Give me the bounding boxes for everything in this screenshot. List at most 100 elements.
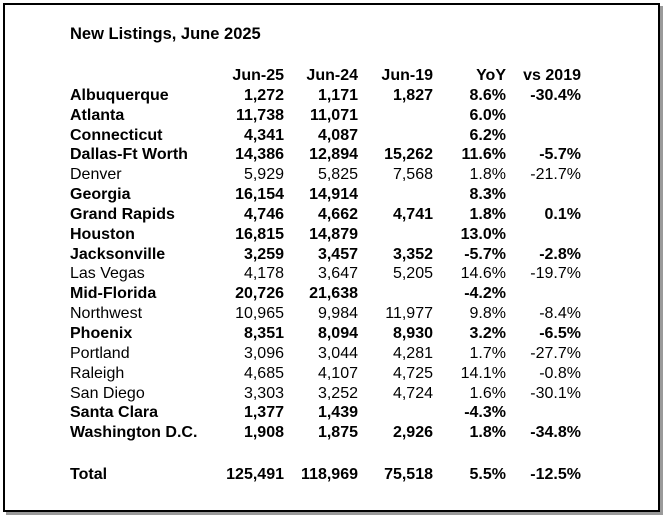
table-row: Raleigh 4,685 4,107 4,725 14.1% -0.8% xyxy=(64,364,581,384)
cell-jun19: 15,262 xyxy=(384,146,433,164)
cell-name: Georgia xyxy=(70,186,131,204)
table-row: Mid-Florida 20,726 21,638 -4.2% xyxy=(64,284,581,304)
cell-jun24: 12,894 xyxy=(309,146,358,164)
cell-name: Albuquerque xyxy=(70,86,169,104)
header-name xyxy=(64,66,212,86)
cell-jun19 xyxy=(358,284,433,304)
cell-vs2019: -6.5% xyxy=(539,324,581,342)
cell-jun19: 5,205 xyxy=(392,265,433,283)
cell-name: Connecticut xyxy=(70,126,163,144)
cell-jun24: 3,647 xyxy=(317,265,358,283)
table-row: Phoenix 8,351 8,094 8,930 3.2% -6.5% xyxy=(64,324,581,344)
cell-yoy: 6.2% xyxy=(469,126,506,144)
cell-yoy: 6.0% xyxy=(469,106,506,124)
cell-jun25: 16,154 xyxy=(235,186,284,204)
cell-vs2019 xyxy=(506,403,581,423)
cell-jun25: 1,377 xyxy=(243,404,284,422)
cell-jun19: 11,977 xyxy=(385,305,433,323)
cell-jun25: 1,908 xyxy=(243,424,284,442)
cell-jun25: 20,726 xyxy=(235,285,284,303)
table-row: Northwest 10,965 9,984 11,977 9.8% -8.4% xyxy=(64,304,581,324)
cell-jun24: 1,439 xyxy=(317,404,358,422)
cell-jun19 xyxy=(358,185,433,205)
cell-jun19 xyxy=(358,126,433,146)
cell-vs2019 xyxy=(506,284,581,304)
header-jun25: Jun-25 xyxy=(232,67,284,84)
cell-jun25: 3,096 xyxy=(243,344,284,362)
cell-name: San Diego xyxy=(70,384,145,402)
cell-jun25: 3,303 xyxy=(243,384,284,402)
spacer-row xyxy=(64,443,581,465)
cell-vs2019: -27.7% xyxy=(530,344,581,362)
table-body: Albuquerque 1,272 1,171 1,827 8.6% -30.4% Atla… xyxy=(64,86,581,443)
cell-jun24: 3,252 xyxy=(317,384,358,402)
header-row: Jun-25 Jun-24 Jun-19 YoY vs 2019 xyxy=(64,66,581,86)
total-yoy: 5.5% xyxy=(469,466,506,484)
cell-jun24: 11,071 xyxy=(309,106,358,124)
cell-yoy: 1.6% xyxy=(469,384,506,402)
cell-name: Portland xyxy=(70,344,130,362)
cell-vs2019: 0.1% xyxy=(544,205,581,223)
cell-jun24: 5,825 xyxy=(317,166,358,184)
cell-jun19: 4,741 xyxy=(392,205,433,223)
cell-jun25: 14,386 xyxy=(235,146,284,164)
table-row: Washington D.C. 1,908 1,875 2,926 1.8% -34.8% xyxy=(64,423,581,443)
cell-jun25: 16,815 xyxy=(235,225,284,243)
table-row: Connecticut 4,341 4,087 6.2% xyxy=(64,126,581,146)
table-row: Dallas-Ft Worth 14,386 12,894 15,262 11.6% -5… xyxy=(64,145,581,165)
cell-yoy: 11.6% xyxy=(461,146,506,164)
cell-name: Grand Rapids xyxy=(70,205,175,223)
cell-name: Houston xyxy=(70,225,135,243)
table-row: Jacksonville 3,259 3,457 3,352 -5.7% -2.8% xyxy=(64,245,581,265)
cell-name: Denver xyxy=(70,166,122,184)
listings-table: Jun-25 Jun-24 Jun-19 YoY vs 2019 Albuque… xyxy=(64,66,581,485)
total-label: Total xyxy=(70,466,108,484)
cell-jun25: 4,178 xyxy=(243,265,284,283)
cell-jun19: 8,930 xyxy=(392,324,433,342)
cell-yoy: 1.7% xyxy=(469,344,506,362)
cell-jun24: 4,087 xyxy=(317,126,358,144)
cell-name: Raleigh xyxy=(70,364,125,382)
cell-vs2019 xyxy=(506,106,581,126)
header-yoy: YoY xyxy=(476,67,506,84)
cell-name: Santa Clara xyxy=(70,404,159,422)
cell-yoy: 1.8% xyxy=(469,205,506,223)
cell-yoy: 8.6% xyxy=(469,86,506,104)
cell-jun24: 8,094 xyxy=(317,324,358,342)
cell-vs2019: -8.4% xyxy=(539,305,581,323)
total-jun25: 125,491 xyxy=(226,466,284,484)
cell-jun25: 4,685 xyxy=(243,364,284,382)
cell-vs2019 xyxy=(506,185,581,205)
total-jun19: 75,518 xyxy=(384,466,433,484)
cell-name: Washington D.C. xyxy=(70,424,198,442)
cell-name: Phoenix xyxy=(70,324,133,342)
cell-yoy: -5.7% xyxy=(464,245,506,263)
cell-jun24: 3,044 xyxy=(317,344,358,362)
cell-jun24: 9,984 xyxy=(317,305,358,323)
cell-jun19: 1,827 xyxy=(392,86,433,104)
cell-vs2019 xyxy=(506,126,581,146)
cell-jun25: 3,259 xyxy=(243,245,284,263)
table-title: New Listings, June 2025 xyxy=(70,25,261,43)
cell-yoy: -4.2% xyxy=(464,285,506,303)
cell-yoy: 13.0% xyxy=(460,225,506,243)
cell-jun24: 14,914 xyxy=(309,186,358,204)
cell-jun25: 4,341 xyxy=(243,126,284,144)
header-jun19: Jun-19 xyxy=(381,67,433,84)
cell-vs2019: -30.4% xyxy=(530,86,581,104)
cell-vs2019: -34.8% xyxy=(530,424,581,442)
cell-vs2019: -5.7% xyxy=(539,146,581,164)
cell-jun19: 4,725 xyxy=(392,364,433,382)
cell-jun24: 3,457 xyxy=(317,245,358,263)
total-vs2019: -12.5% xyxy=(530,466,581,484)
cell-yoy: 14.1% xyxy=(460,364,506,382)
cell-vs2019: -19.7% xyxy=(530,265,581,283)
cell-jun25: 4,746 xyxy=(243,205,284,223)
cell-jun24: 1,171 xyxy=(317,86,358,104)
cell-name: Jacksonville xyxy=(70,245,166,263)
cell-jun25: 5,929 xyxy=(243,166,284,184)
cell-jun24: 21,638 xyxy=(309,285,358,303)
cell-jun19 xyxy=(358,106,433,126)
total-row: Total 125,491 118,969 75,518 5.5% -12.5% xyxy=(64,465,581,485)
cell-jun19 xyxy=(358,403,433,423)
